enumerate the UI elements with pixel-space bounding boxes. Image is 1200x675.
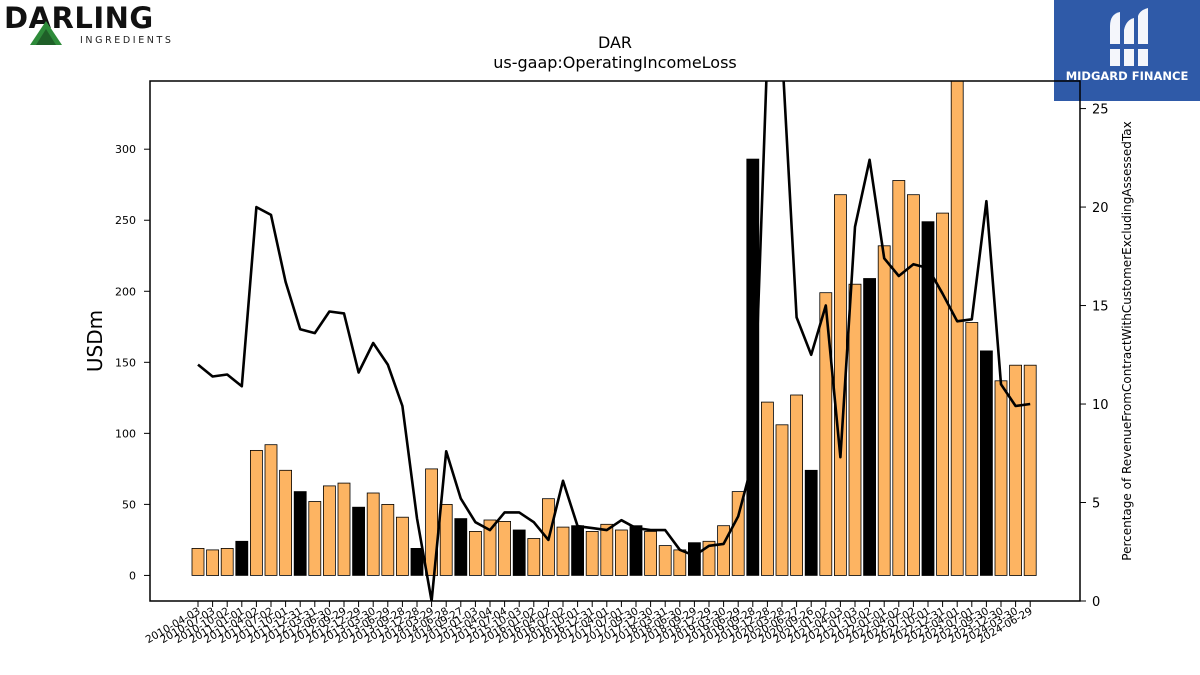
- bar: [395, 516, 409, 576]
- y-tick-label: 150: [115, 356, 136, 369]
- bar: [790, 394, 803, 576]
- bar-series: [191, 80, 1037, 576]
- y-tick-label: 100: [115, 427, 136, 440]
- bar: [425, 468, 439, 576]
- bar: [191, 548, 205, 576]
- logo-left-subtitle: INGREDIENTS: [80, 35, 174, 46]
- bar: [1009, 364, 1022, 576]
- darling-ingredients-logo: DARLING INGREDIENTS: [4, 2, 174, 48]
- bar: [848, 283, 862, 576]
- bar: [352, 506, 366, 576]
- bar: [921, 221, 935, 576]
- bar: [279, 469, 293, 576]
- bar: [804, 469, 818, 576]
- bar: [717, 525, 730, 576]
- bar: [702, 540, 716, 576]
- bar: [337, 482, 351, 576]
- y2-axis-label: Percentage of RevenueFromContractWithCus…: [1120, 121, 1134, 560]
- bar: [863, 278, 876, 576]
- bar: [936, 212, 949, 576]
- bar: [571, 525, 584, 576]
- bar: [994, 380, 1008, 576]
- logo-left-triangle-icon: [30, 21, 62, 45]
- bar: [965, 322, 979, 576]
- bar: [454, 518, 468, 576]
- bar: [673, 549, 687, 576]
- line-series: [197, 81, 1031, 601]
- bar: [322, 485, 336, 576]
- y-tick-label: 250: [115, 214, 136, 227]
- bar: [980, 350, 993, 576]
- y-axis: 0 50 100 150 200 250 300: [115, 143, 150, 582]
- bar: [1023, 364, 1037, 576]
- y2-tick-label: 10: [1092, 398, 1109, 413]
- plot-frame: [149, 80, 1081, 602]
- chart-subtitle: us-gaap:OperatingIncomeLoss: [493, 53, 737, 72]
- chart-title: DAR: [598, 33, 632, 52]
- x-axis: 2010-04-032010-07-032010-10-022011-01-01…: [144, 601, 1035, 646]
- bar: [308, 501, 322, 576]
- bar: [907, 194, 920, 576]
- bar: [293, 491, 307, 576]
- bar: [498, 521, 512, 576]
- bar: [235, 540, 249, 576]
- bar: [483, 519, 497, 576]
- y2-tick-label: 0: [1092, 595, 1100, 610]
- midgard-finance-logo: MIDGARD FINANCE: [1054, 0, 1200, 101]
- y2-tick-label: 20: [1092, 201, 1109, 216]
- bar: [950, 80, 964, 576]
- y2-axis: 0 5 10 15 20 25: [1080, 103, 1109, 610]
- midgard-emblem-icon: [1108, 8, 1148, 66]
- y2-tick-label: 15: [1092, 300, 1109, 315]
- bar: [468, 531, 482, 576]
- bar: [381, 503, 395, 576]
- logo-left-brand: DARLING: [4, 1, 154, 35]
- y-tick-label: 50: [122, 498, 136, 511]
- y-tick-label: 200: [115, 285, 136, 298]
- bar: [761, 401, 774, 576]
- bar: [527, 538, 541, 576]
- y-axis-label: USDm: [83, 310, 107, 372]
- bar: [615, 529, 628, 576]
- y-tick-label: 0: [129, 569, 136, 582]
- bar: [512, 529, 526, 576]
- bar: [220, 548, 234, 576]
- bar: [775, 424, 789, 576]
- bar: [585, 531, 599, 576]
- bar: [877, 245, 891, 576]
- bar: [366, 492, 380, 576]
- bar: [731, 491, 745, 576]
- y2-tick-label: 5: [1092, 497, 1100, 512]
- line-path: [197, 81, 1031, 601]
- bar: [249, 449, 263, 576]
- bar: [819, 292, 833, 576]
- logo-right-brand: MIDGARD FINANCE: [1065, 69, 1189, 83]
- bar: [688, 542, 701, 576]
- y-tick-label: 300: [115, 143, 136, 156]
- bar: [629, 525, 643, 576]
- bar: [556, 526, 570, 576]
- bar: [206, 549, 220, 576]
- bar: [644, 531, 657, 576]
- bar: [410, 548, 424, 576]
- bar: [600, 523, 614, 576]
- y2-tick-label: 25: [1092, 103, 1109, 118]
- bar: [892, 180, 906, 576]
- bar: [264, 444, 278, 576]
- bar: [658, 545, 672, 576]
- bar: [439, 503, 453, 576]
